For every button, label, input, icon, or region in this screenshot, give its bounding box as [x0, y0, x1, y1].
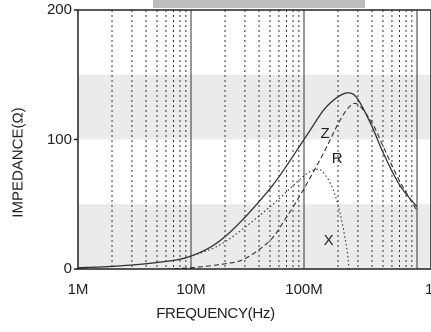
series-z-label: Z [320, 125, 330, 143]
top-gray-bar [153, 0, 365, 8]
x-tick-label: 1G [424, 281, 431, 298]
x-tick-label: 1M [67, 281, 89, 298]
y-tick-label: 100 [46, 130, 72, 148]
series-r-label: R [331, 149, 343, 167]
shaded-band-0 [78, 204, 431, 269]
series-x-label: X [323, 231, 334, 249]
grid-lines [111, 10, 418, 269]
y-tick-label: 200 [46, 1, 72, 18]
y-axis-label: IMPEDANCE(Ω) [9, 107, 27, 218]
axis-ticks [74, 9, 78, 270]
series-z-line [78, 92, 418, 269]
shaded-band-1 [78, 74, 431, 140]
x-tick-label: 100M [285, 281, 323, 298]
y-tick-label: 0 [63, 260, 72, 277]
shaded-bands [78, 74, 431, 269]
series-layer [78, 92, 418, 269]
x-tick-label: 10M [176, 281, 206, 298]
x-axis-label: FREQUENCY(Hz) [156, 305, 275, 322]
